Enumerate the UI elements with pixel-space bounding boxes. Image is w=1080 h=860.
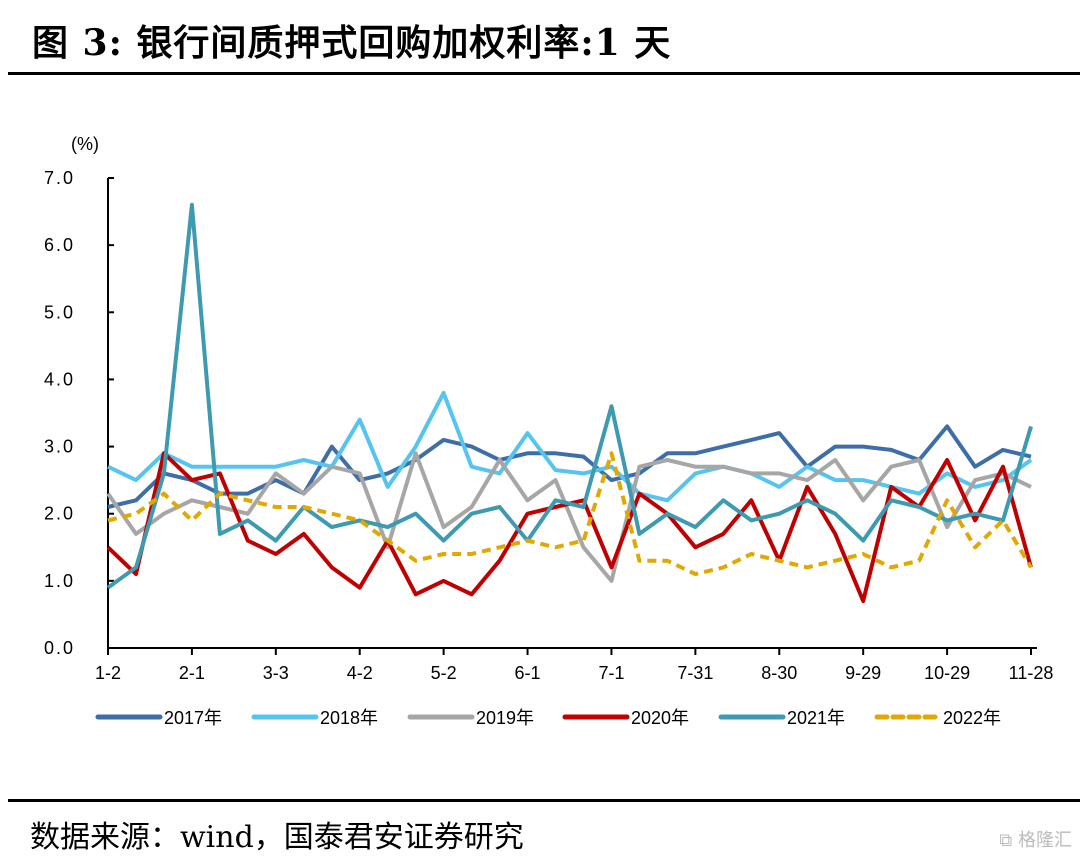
legend-label: 2018年 — [320, 708, 378, 728]
x-tick-label: 6-1 — [515, 663, 541, 683]
y-tick-label: 0.0 — [44, 638, 75, 658]
source-divider — [8, 799, 1080, 802]
y-tick-label: 1.0 — [44, 571, 75, 591]
x-tick-label: 11-28 — [1009, 663, 1054, 683]
watermark-logo: ⧉ 格隆汇 — [999, 830, 1072, 851]
legend-label: 2022年 — [943, 708, 1001, 728]
y-tick-label: 6.0 — [44, 235, 75, 255]
x-tick-label: 2-1 — [179, 663, 205, 683]
figure-title: 图 3: 银行间质押式回购加权利率:1 天 — [32, 22, 672, 64]
x-tick-label: 8-30 — [761, 663, 797, 683]
legend-label: 2019年 — [476, 708, 534, 728]
y-tick-label: 5.0 — [44, 302, 75, 322]
x-tick-label: 3-3 — [263, 663, 289, 683]
series-line-2022 — [107, 451, 1033, 577]
series-line-2019 — [106, 451, 1032, 583]
x-tick-label: 4-2 — [347, 663, 373, 683]
x-tick-label: 5-2 — [431, 663, 457, 683]
source-note: 数据来源：wind，国泰君安证券研究 — [30, 820, 524, 855]
legend: 2017年 2018年 2019年 2020年 2021年 2022年 — [95, 708, 1001, 728]
x-tick-label: 1-2 — [95, 663, 121, 683]
title-divider — [8, 72, 1080, 75]
legend-label: 2021年 — [787, 708, 845, 728]
legend-label: 2020年 — [631, 708, 689, 728]
series-line-2018 — [107, 390, 1033, 503]
y-tick-label: 2.0 — [44, 504, 75, 524]
axes: (%) 0.0 1.0 2.0 3.0 4.0 5.0 6.0 7.0 1-2 2-1 3-3 4-2 5… — [44, 134, 1053, 683]
series-line-2020 — [106, 451, 1033, 603]
x-tick-label: 7-1 — [598, 663, 624, 683]
y-axis-unit: (%) — [71, 134, 99, 154]
legend-label: 2017年 — [164, 708, 222, 728]
x-tick-label: 9-29 — [845, 663, 881, 683]
series-line-2021 — [106, 202, 1033, 590]
y-tick-label: 3.0 — [44, 437, 75, 457]
x-tick-label: 7-31 — [677, 663, 713, 683]
x-tick-label: 10-29 — [924, 663, 970, 683]
series-line-2017 — [107, 424, 1032, 509]
series-lines — [106, 202, 1033, 603]
y-tick-label: 7.0 — [44, 168, 75, 188]
y-tick-label: 4.0 — [44, 369, 75, 389]
